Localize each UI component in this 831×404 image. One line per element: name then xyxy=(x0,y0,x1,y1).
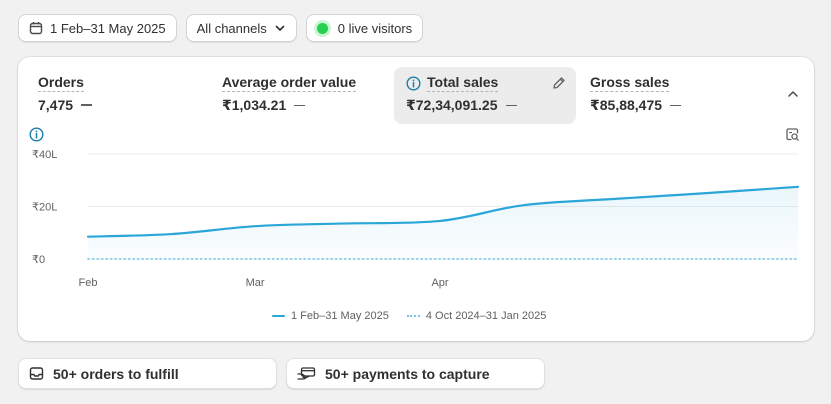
inbox-icon xyxy=(29,367,44,380)
metric-label: Gross sales xyxy=(590,74,670,92)
legend-label: 1 Feb–31 May 2025 xyxy=(291,310,389,322)
metric-total-sales[interactable]: Total sales ₹72,34,091.25 xyxy=(394,67,576,124)
payments-to-capture-button[interactable]: 50+ payments to capture xyxy=(286,358,545,389)
series-area-current xyxy=(88,186,798,259)
trend-dash xyxy=(81,104,93,106)
live-status-dot xyxy=(316,22,328,34)
total-sales-line-chart: ₹40L ₹20L ₹0 Feb Mar Apr xyxy=(32,149,800,289)
action-label: 50+ orders to fulfill xyxy=(53,365,179,382)
metric-orders[interactable]: Orders 7,475 xyxy=(38,67,93,124)
live-visitors-label: 0 live visitors xyxy=(337,20,413,36)
live-visitors-button[interactable]: 0 live visitors xyxy=(305,14,424,42)
metric-value: ₹85,88,475 xyxy=(590,97,663,113)
date-range-button[interactable]: 1 Feb–31 May 2025 xyxy=(18,14,177,42)
metric-average-order-value[interactable]: Average order value ₹1,034.21 xyxy=(222,67,357,124)
trend-dash xyxy=(294,104,306,107)
toolbar: 1 Feb–31 May 2025 All channels 0 live vi… xyxy=(18,14,424,42)
y-tick-label: ₹20L xyxy=(32,202,57,214)
metric-label: Orders xyxy=(38,74,84,92)
legend-swatch-dotted xyxy=(406,315,420,317)
metric-label: Total sales xyxy=(427,74,499,92)
chart-info-icon[interactable] xyxy=(29,127,44,142)
metric-value: ₹1,034.21 xyxy=(222,97,287,113)
chart-search-icon[interactable] xyxy=(785,127,800,142)
chart-legend: 1 Feb–31 May 2025 4 Oct 2024–31 Jan 2025 xyxy=(272,310,546,322)
info-icon[interactable] xyxy=(406,75,421,91)
x-tick-label: Mar xyxy=(246,277,265,289)
action-bar: 50+ orders to fulfill 50+ payments to ca… xyxy=(18,358,545,389)
metric-value: ₹72,34,091.25 xyxy=(406,97,498,113)
payment-icon xyxy=(297,367,316,380)
trend-dash xyxy=(670,104,682,107)
channels-dropdown[interactable]: All channels xyxy=(185,14,297,42)
sales-analytics-card: Orders 7,475 Average order value ₹1,034.… xyxy=(18,57,814,341)
series-line-current xyxy=(86,185,800,238)
legend-swatch-solid xyxy=(272,315,285,317)
y-tick-label: ₹0 xyxy=(32,254,45,266)
pencil-icon[interactable] xyxy=(552,76,566,90)
calendar-icon xyxy=(29,22,43,35)
chevron-down-icon xyxy=(275,25,285,31)
action-label: 50+ payments to capture xyxy=(325,365,490,382)
x-tick-label: Feb xyxy=(79,277,98,289)
orders-to-fulfill-button[interactable]: 50+ orders to fulfill xyxy=(18,358,277,389)
metric-value: 7,475 xyxy=(38,97,74,113)
y-tick-label: ₹40L xyxy=(32,149,57,161)
channels-label: All channels xyxy=(196,20,267,36)
legend-item-comparison[interactable]: 4 Oct 2024–31 Jan 2025 xyxy=(406,310,547,322)
chevron-up-icon[interactable] xyxy=(786,87,800,101)
metric-label: Average order value xyxy=(222,74,357,92)
legend-label: 4 Oct 2024–31 Jan 2025 xyxy=(425,310,547,322)
date-range-label: 1 Feb–31 May 2025 xyxy=(50,20,166,36)
metric-gross-sales[interactable]: Gross sales ₹85,88,475 xyxy=(590,67,682,124)
trend-dash xyxy=(505,104,517,107)
legend-item-current[interactable]: 1 Feb–31 May 2025 xyxy=(272,310,389,322)
x-tick-label: Apr xyxy=(431,277,448,289)
